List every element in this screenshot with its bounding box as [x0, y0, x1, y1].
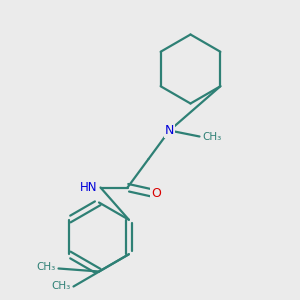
- Text: CH₃: CH₃: [36, 262, 56, 272]
- Text: HN: HN: [80, 181, 97, 194]
- Text: N: N: [165, 124, 174, 137]
- Text: O: O: [151, 187, 161, 200]
- Text: CH₃: CH₃: [202, 131, 221, 142]
- Text: CH₃: CH₃: [51, 281, 70, 291]
